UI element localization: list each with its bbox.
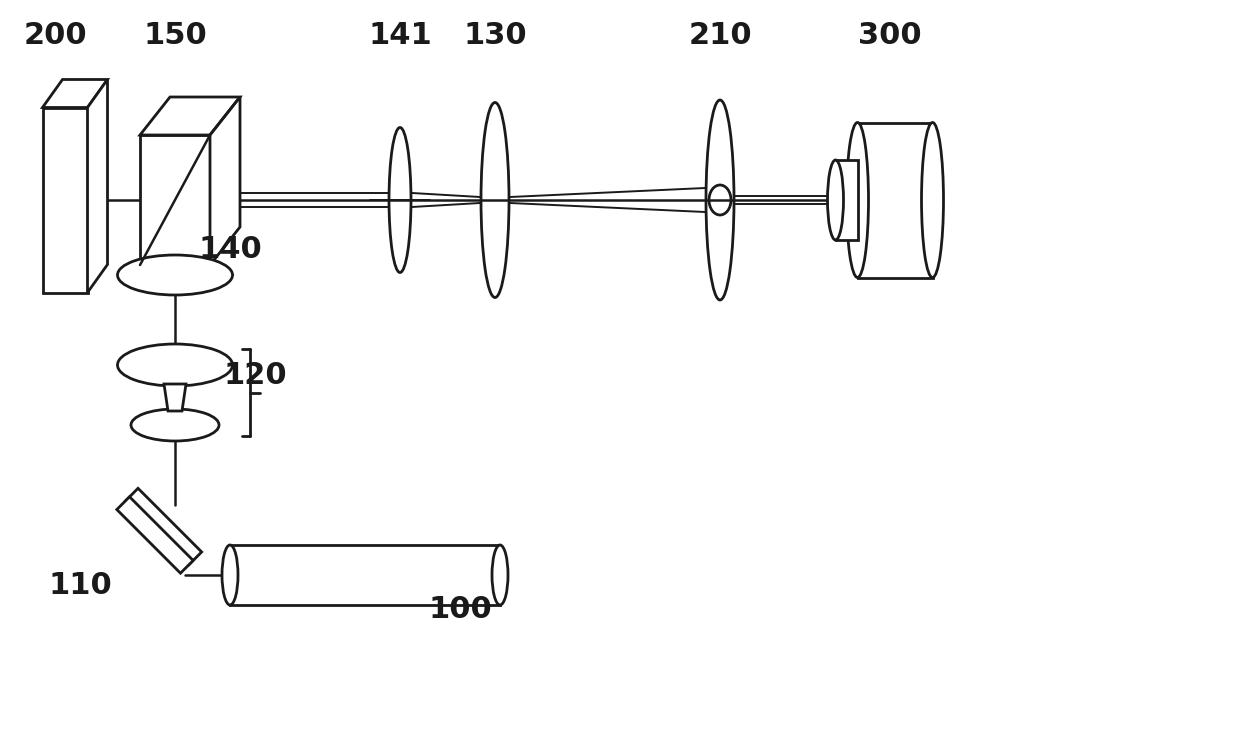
Text: 300: 300 — [858, 20, 921, 50]
Polygon shape — [229, 545, 500, 605]
Text: 200: 200 — [24, 20, 87, 50]
Polygon shape — [858, 123, 932, 277]
Text: 110: 110 — [48, 571, 112, 599]
Polygon shape — [210, 97, 241, 265]
Ellipse shape — [847, 123, 868, 277]
Polygon shape — [42, 80, 108, 107]
Ellipse shape — [492, 545, 508, 605]
Ellipse shape — [827, 160, 843, 240]
Text: 120: 120 — [223, 361, 286, 390]
Polygon shape — [140, 135, 210, 265]
Polygon shape — [42, 107, 88, 293]
Polygon shape — [117, 497, 193, 573]
Ellipse shape — [131, 409, 219, 441]
Text: 210: 210 — [688, 20, 751, 50]
Ellipse shape — [921, 123, 944, 277]
Text: 130: 130 — [464, 20, 527, 50]
Polygon shape — [164, 384, 186, 411]
Text: 100: 100 — [428, 596, 492, 624]
Ellipse shape — [222, 545, 238, 605]
Polygon shape — [140, 97, 241, 135]
Polygon shape — [836, 160, 858, 240]
Ellipse shape — [118, 255, 233, 295]
Polygon shape — [125, 488, 202, 565]
Ellipse shape — [118, 344, 233, 386]
Text: 140: 140 — [198, 236, 262, 264]
Text: 150: 150 — [143, 20, 207, 50]
Polygon shape — [88, 80, 108, 293]
Text: 141: 141 — [368, 20, 432, 50]
